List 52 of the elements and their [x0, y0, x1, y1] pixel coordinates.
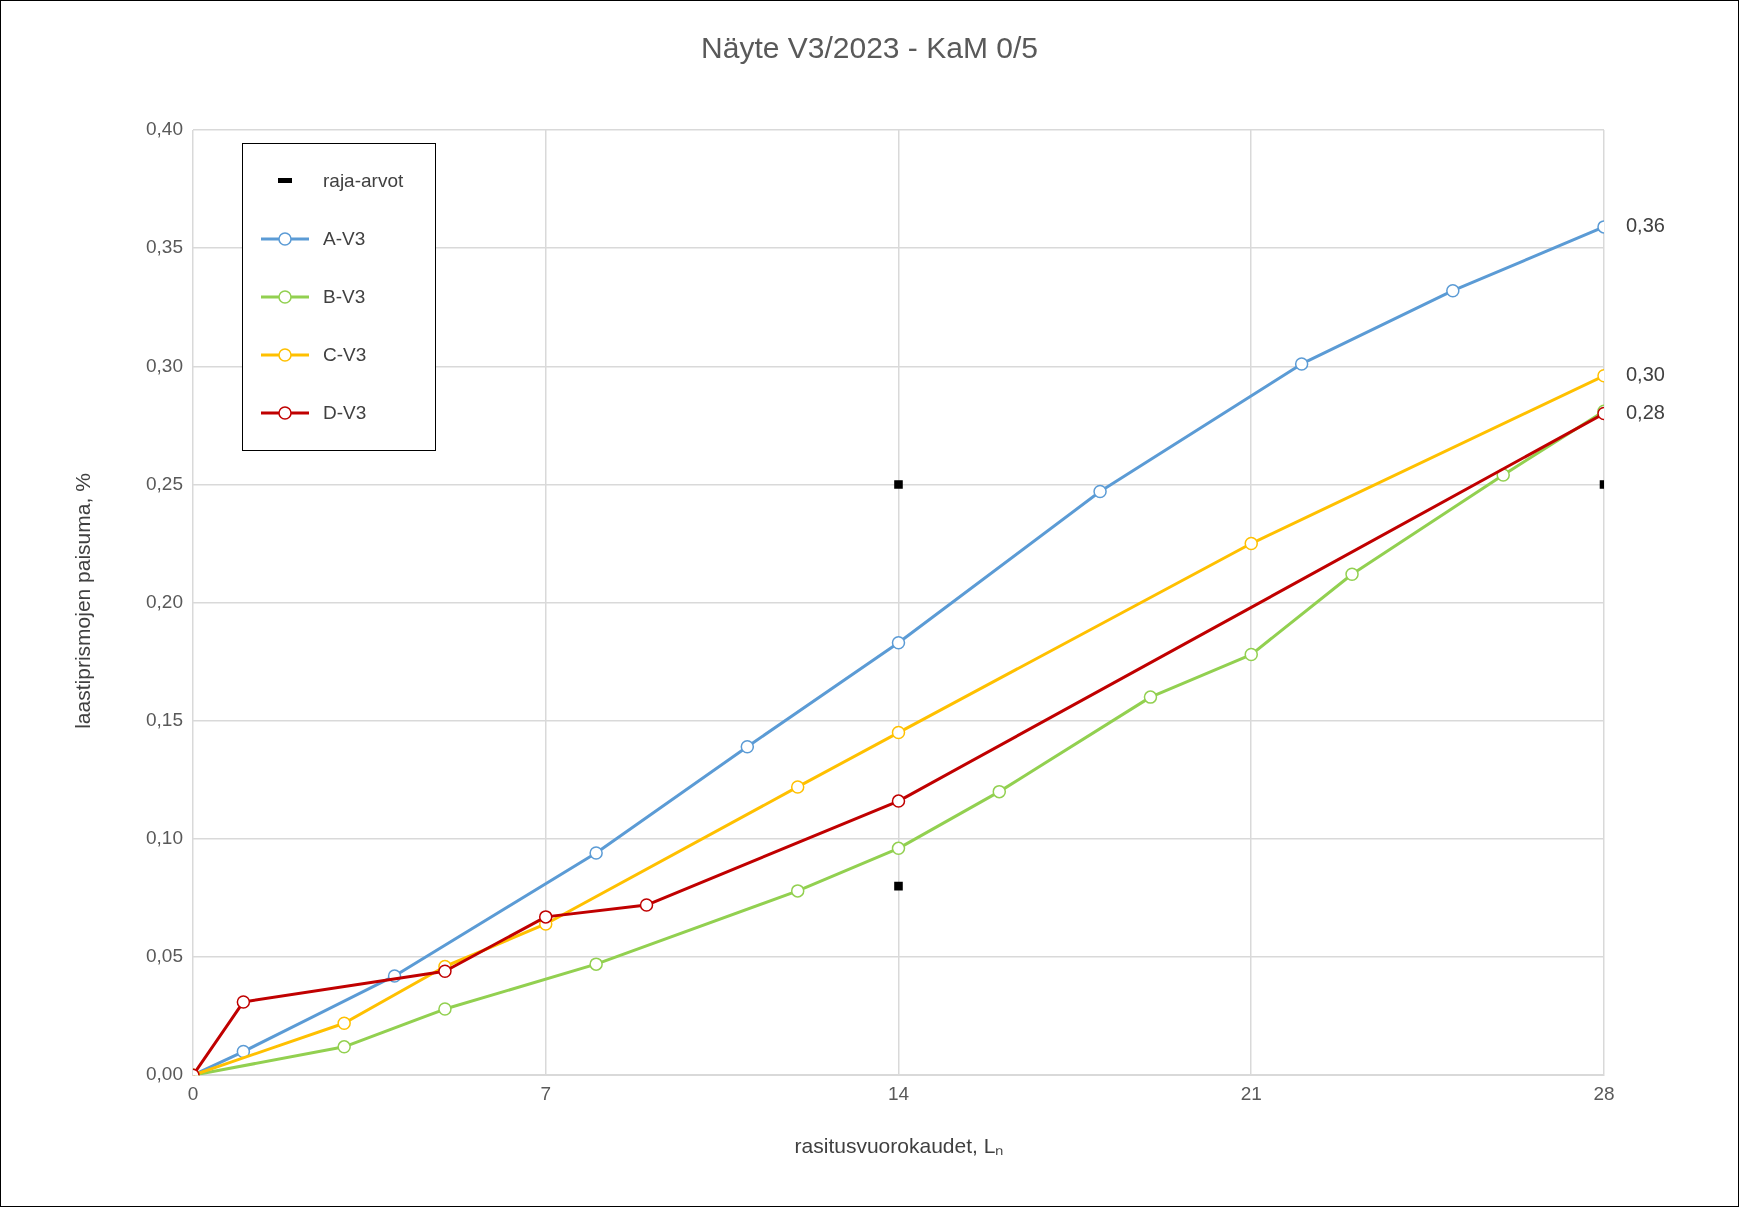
y-tick-label: 0,10	[146, 827, 183, 849]
legend-label: A-V3	[323, 228, 366, 250]
point	[1244, 536, 1258, 551]
point	[894, 480, 903, 489]
point	[438, 1002, 452, 1016]
data-label: 0,28	[1626, 401, 1665, 424]
data-label: 0,30	[1626, 363, 1665, 386]
y-tick-label: 0,40	[146, 118, 183, 140]
legend-label: B-V3	[323, 286, 366, 308]
point	[337, 1040, 351, 1054]
point	[538, 910, 553, 924]
point	[891, 636, 906, 650]
point	[639, 898, 654, 912]
y-tick-label: 0,15	[146, 708, 183, 730]
x-axis-title: rasitusvuorokaudet, Lₙ	[793, 1133, 1005, 1159]
point	[589, 957, 603, 971]
point	[337, 1016, 351, 1030]
point	[992, 784, 1007, 799]
y-tick-label: 0,05	[146, 945, 183, 967]
y-tick-label: 0,25	[146, 472, 183, 494]
legend-label: D-V3	[323, 402, 367, 424]
y-tick-label: 0,35	[146, 236, 183, 258]
y-axis-title: laastiprismojen paisuma, %	[71, 473, 95, 729]
point	[236, 1044, 251, 1059]
point	[1093, 484, 1107, 499]
point	[790, 780, 805, 794]
chart-title: Näyte V3/2023 - KaM 0/5	[700, 31, 1039, 65]
point	[891, 725, 906, 740]
point	[894, 881, 903, 891]
x-tick-label: 28	[1593, 1082, 1615, 1104]
point	[1143, 690, 1158, 704]
point	[1244, 647, 1258, 662]
point	[1345, 567, 1359, 581]
point	[891, 841, 906, 856]
legend-label: raja-arvot	[323, 170, 404, 192]
legend-label: C-V3	[323, 344, 367, 366]
data-label: 0,36	[1626, 214, 1665, 237]
point	[740, 739, 755, 754]
point	[1446, 283, 1460, 298]
point	[236, 995, 251, 1009]
x-tick-label: 14	[887, 1082, 910, 1104]
point	[790, 884, 805, 898]
x-tick-label: 0	[187, 1082, 199, 1104]
y-tick-label: 0,20	[146, 590, 183, 612]
point	[589, 846, 603, 860]
point	[891, 794, 906, 808]
x-tick-label: 21	[1240, 1082, 1262, 1104]
y-tick-label: 0,30	[146, 354, 183, 376]
point	[438, 964, 452, 978]
y-tick-label: 0,00	[146, 1063, 183, 1085]
point	[1294, 357, 1309, 371]
x-tick-label: 7	[540, 1082, 552, 1104]
